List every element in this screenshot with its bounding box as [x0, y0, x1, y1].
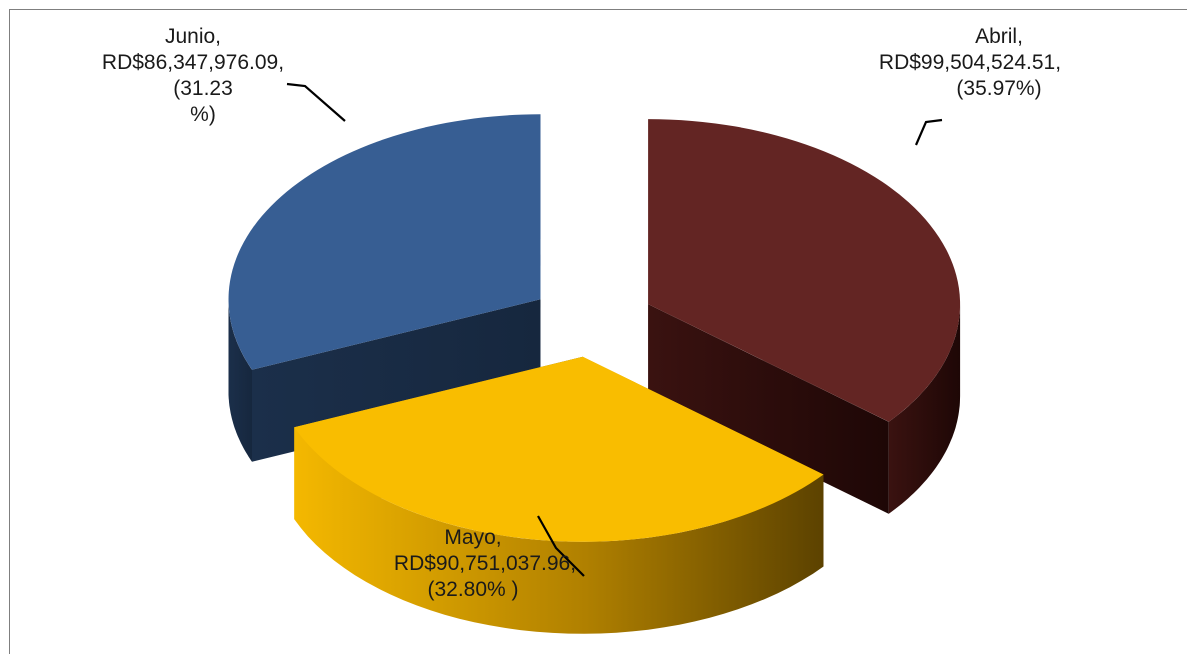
label-value: RD$90,751,037.96, [393, 552, 577, 575]
label-name: Junio, [164, 25, 222, 48]
leader-line-mayo [537, 515, 585, 577]
leader-line-abril [914, 118, 943, 146]
leader-line-junio [286, 82, 346, 122]
pie-slice-mayo [294, 356, 824, 634]
label-percent: (35.97%) [956, 77, 1042, 100]
slice-label-junio: Junio, RD$86,347,976.09, (31.23 %) [78, 24, 308, 128]
chart-frame [9, 9, 1187, 654]
label-value: RD$86,347,976.09, [101, 51, 285, 74]
label-percent-cont: %) [190, 103, 216, 126]
slice-label-mayo: Mayo, RD$90,751,037.96, (32.80% ) [370, 525, 600, 603]
label-name: Abril, [975, 25, 1023, 48]
slice-label-abril: Abril, RD$99,504,524.51, (35.97%) [860, 24, 1080, 102]
label-name: Mayo, [444, 526, 502, 549]
label-value: RD$99,504,524.51, [878, 51, 1062, 74]
label-percent: (31.23 [173, 77, 233, 100]
label-percent: (32.80% ) [427, 578, 519, 601]
pie-slice-abril [648, 119, 961, 514]
